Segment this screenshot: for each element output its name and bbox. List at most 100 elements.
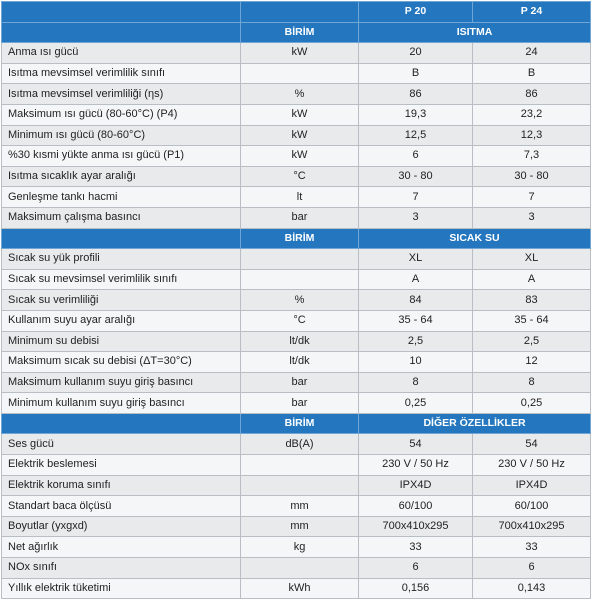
section-header-blank [1, 227, 241, 250]
spec-value-p24: 83 [472, 289, 591, 311]
spec-value-p20: A [358, 268, 473, 291]
spec-value-p24: 8 [472, 371, 591, 394]
spec-value-p20: 0,25 [358, 392, 473, 414]
spec-row: NOx sınıfı 6 6 [1, 557, 591, 579]
spec-unit: kW [240, 124, 359, 147]
spec-value-p20: 700x410x295 [358, 515, 473, 538]
spec-unit: lt/dk [240, 330, 359, 353]
spec-label: Kullanım suyu ayar aralığı [1, 309, 241, 332]
spec-unit: °C [240, 165, 359, 188]
spec-value-p20: 12,5 [358, 124, 473, 147]
spec-unit: bar [240, 371, 359, 394]
spec-label: Sıcak su verimliliği [1, 289, 241, 311]
spec-unit [240, 248, 359, 270]
spec-row: Minimum kullanım suyu giriş basıncı bar 0,… [1, 392, 591, 414]
spec-value-p20: 0,156 [358, 577, 473, 600]
spec-label: %30 kısmi yükte anma ısı gücü (P1) [1, 145, 241, 167]
spec-value-p20: 7 [358, 186, 473, 208]
section-title: DİĞER ÖZELLİKLER [358, 412, 591, 435]
spec-row: Anma ısı gücü kW 20 24 [1, 42, 591, 64]
spec-row: Sıcak su verimliliği% 84 83 [1, 289, 591, 311]
model-header-blank [1, 1, 241, 23]
unit-column-header: BİRİM [240, 21, 359, 44]
spec-value-p24: 7 [472, 186, 591, 208]
spec-unit: kW [240, 103, 359, 126]
spec-row: Kullanım suyu ayar aralığı °C 35 - 64 35 - … [1, 309, 591, 332]
spec-label: Ses gücü [1, 433, 241, 456]
spec-value-p20: 30 - 80 [358, 165, 473, 188]
spec-label: NOx sınıfı [1, 557, 241, 579]
spec-value-p24: XL [472, 248, 591, 270]
spec-value-p24: 86 [472, 83, 591, 105]
spec-label: Boyutlar (yxgxd) [1, 515, 241, 538]
spec-row: Sıcak su mevsimsel verimlilik sınıfı A A [1, 268, 591, 291]
model-header-blank [240, 1, 359, 23]
spec-row: Standart baca ölçüsü mm 60/100 60/100 [1, 495, 591, 517]
spec-row: Minimum su debisi lt/dk 2,5 2,5 [1, 330, 591, 353]
spec-unit: kW [240, 145, 359, 167]
section-title: ISITMA [358, 21, 591, 44]
spec-value-p20: IPX4D [358, 474, 473, 497]
section-header-blank [1, 21, 241, 44]
spec-unit [240, 557, 359, 579]
spec-label: Standart baca ölçüsü [1, 495, 241, 517]
spec-label: Elektrik beslemesi [1, 454, 241, 476]
spec-label: Maksimum kullanım suyu giriş basıncı [1, 371, 241, 394]
spec-value-p24: 23,2 [472, 103, 591, 126]
spec-value-p20: 19,3 [358, 103, 473, 126]
spec-value-p24: 30 - 80 [472, 165, 591, 188]
spec-row: Isıtma sıcaklık ayar aralığı °C 30 - 80 30 … [1, 165, 591, 188]
unit-column-header: BİRİM [240, 412, 359, 435]
spec-value-p20: 2,5 [358, 330, 473, 353]
spec-row: Net ağırlık kg 33 33 [1, 536, 591, 559]
spec-label: Minimum kullanım suyu giriş basıncı [1, 392, 241, 414]
spec-unit [240, 454, 359, 476]
spec-label: Net ağırlık [1, 536, 241, 559]
section-header-row: BİRİM DİĞER ÖZELLİKLER [1, 412, 591, 435]
spec-row: Minimum ısı gücü (80-60°C) kW 12,5 12,3 [1, 124, 591, 147]
spec-label: Maksimum sıcak su debisi (ΔT=30°C) [1, 351, 241, 373]
unit-column-header: BİRİM [240, 227, 359, 250]
spec-unit [240, 62, 359, 85]
spec-unit: kWh [240, 577, 359, 600]
spec-value-p24: 7,3 [472, 145, 591, 167]
spec-value-p20: 8 [358, 371, 473, 394]
spec-value-p20: 20 [358, 42, 473, 64]
spec-value-p20: 6 [358, 145, 473, 167]
spec-unit: °C [240, 309, 359, 332]
spec-unit: % [240, 289, 359, 311]
spec-label: Isıtma sıcaklık ayar aralığı [1, 165, 241, 188]
spec-label: Isıtma mevsimsel verimliliği (ηs) [1, 83, 241, 105]
spec-value-p20: 60/100 [358, 495, 473, 517]
spec-value-p24: 24 [472, 42, 591, 64]
spec-unit: mm [240, 515, 359, 538]
model-p20-header: P 20 [358, 1, 473, 23]
spec-unit: dB(A) [240, 433, 359, 456]
spec-unit: % [240, 83, 359, 105]
spec-row: %30 kısmi yükte anma ısı gücü (P1) kW 6 7,3 [1, 145, 591, 167]
spec-unit: kW [240, 42, 359, 64]
section-header-blank [1, 412, 241, 435]
spec-value-p24: 12,3 [472, 124, 591, 147]
spec-value-p20: 230 V / 50 Hz [358, 454, 473, 476]
spec-row: Elektrik beslemesi 230 V / 50 Hz 230 V / 5… [1, 454, 591, 476]
spec-value-p24: 0,25 [472, 392, 591, 414]
spec-value-p20: 10 [358, 351, 473, 373]
spec-unit: mm [240, 495, 359, 517]
spec-unit: bar [240, 206, 359, 229]
model-header-row: P 20 P 24 [1, 1, 591, 23]
spec-row: Sıcak su yük profili XL XL [1, 248, 591, 270]
spec-label: Minimum su debisi [1, 330, 241, 353]
spec-row: Yıllık elektrik tüketimi kWh 0,156 0,143 [1, 577, 591, 600]
spec-value-p24: B [472, 62, 591, 85]
spec-value-p20: 54 [358, 433, 473, 456]
spec-value-p20: XL [358, 248, 473, 270]
spec-unit: bar [240, 392, 359, 414]
spec-value-p24: 35 - 64 [472, 309, 591, 332]
spec-unit [240, 268, 359, 291]
spec-value-p24: A [472, 268, 591, 291]
spec-row: Elektrik koruma sınıfı IPX4D IPX4D [1, 474, 591, 497]
section-header-row: BİRİM ISITMA [1, 21, 591, 44]
spec-value-p24: 12 [472, 351, 591, 373]
